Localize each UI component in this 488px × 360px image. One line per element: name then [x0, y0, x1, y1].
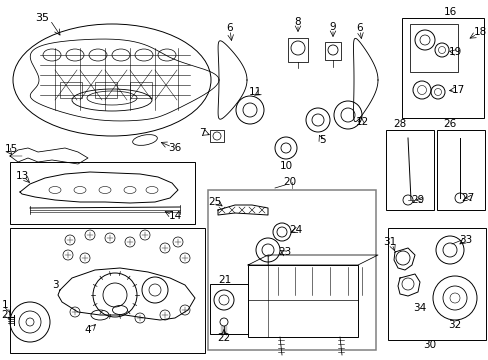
Text: 34: 34 [412, 303, 426, 313]
Text: 35: 35 [35, 13, 49, 23]
Text: 31: 31 [383, 237, 396, 247]
Text: 23: 23 [278, 247, 291, 257]
Text: 7: 7 [198, 128, 205, 138]
Text: 13: 13 [15, 171, 29, 181]
Text: 9: 9 [329, 22, 336, 32]
Text: 32: 32 [447, 320, 461, 330]
Text: 24: 24 [289, 225, 302, 235]
Text: 19: 19 [447, 47, 461, 57]
Bar [209, 284, 247, 334]
Text: 11: 11 [248, 87, 261, 97]
Text: 28: 28 [392, 119, 406, 129]
Bar [247, 265, 357, 337]
Text: 25: 25 [208, 197, 221, 207]
Bar [387, 228, 485, 340]
Text: 12: 12 [355, 117, 368, 127]
Bar [207, 190, 375, 350]
Text: 22: 22 [217, 333, 230, 343]
Text: 20: 20 [283, 177, 296, 187]
Bar [325, 42, 340, 60]
Bar [209, 130, 224, 142]
Text: 30: 30 [423, 340, 436, 350]
Text: 6: 6 [356, 23, 363, 33]
Text: 26: 26 [443, 119, 456, 129]
Text: 17: 17 [450, 85, 464, 95]
Text: 14: 14 [168, 211, 181, 221]
Text: 15: 15 [5, 144, 18, 154]
Text: 10: 10 [279, 161, 292, 171]
Text: 16: 16 [443, 7, 456, 17]
Bar [130, 82, 152, 98]
Text: 29: 29 [410, 195, 424, 205]
Text: 6: 6 [226, 23, 233, 33]
Bar [287, 38, 307, 62]
Text: 1: 1 [1, 300, 8, 310]
Text: 21: 21 [218, 275, 231, 285]
Text: 2: 2 [1, 310, 8, 320]
Text: 3: 3 [52, 280, 58, 290]
Text: 27: 27 [461, 193, 474, 203]
Text: 4: 4 [84, 325, 91, 335]
Bar [436, 130, 484, 210]
Text: 18: 18 [472, 27, 486, 37]
Bar [10, 162, 195, 224]
Text: 33: 33 [458, 235, 472, 245]
Bar [10, 228, 204, 353]
Bar [60, 82, 82, 98]
Text: 5: 5 [318, 135, 325, 145]
Text: 8: 8 [294, 17, 301, 27]
Bar [385, 130, 433, 210]
Bar [401, 18, 483, 118]
Bar [95, 82, 117, 98]
Bar [409, 24, 457, 72]
Text: 36: 36 [168, 143, 181, 153]
